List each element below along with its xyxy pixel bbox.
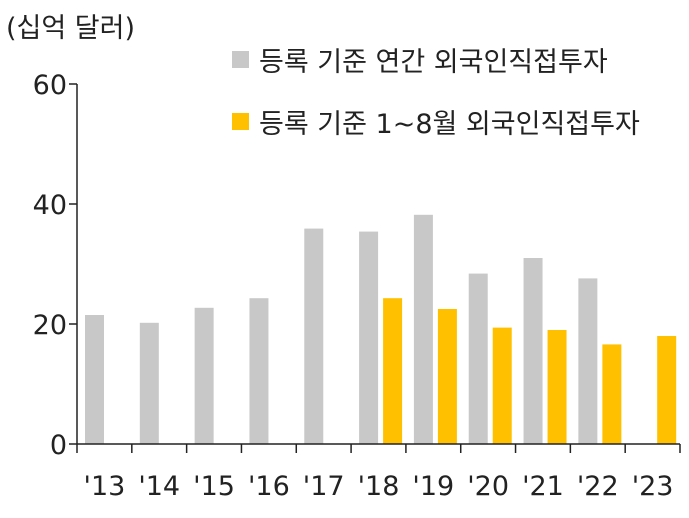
x-tick-label: '21 bbox=[522, 471, 564, 502]
x-tick-label: '17 bbox=[303, 471, 345, 502]
x-tick-label: '22 bbox=[577, 471, 619, 502]
bar-jan-aug bbox=[547, 330, 567, 444]
legend-swatch-jan-aug bbox=[232, 113, 249, 130]
x-tick-label: '19 bbox=[412, 471, 454, 502]
x-tick-label: '14 bbox=[138, 471, 180, 502]
legend-item-annual: 등록 기준 연간 외국인직접투자 bbox=[232, 40, 608, 79]
x-tick-label: '13 bbox=[84, 471, 126, 502]
bar-jan-aug bbox=[437, 309, 457, 444]
bar-annual bbox=[578, 278, 598, 444]
x-tick-label: '15 bbox=[193, 471, 235, 502]
y-tick-label: 40 bbox=[33, 190, 67, 221]
bar-jan-aug bbox=[602, 344, 622, 444]
bar-jan-aug bbox=[492, 327, 512, 444]
bar-annual bbox=[413, 214, 433, 444]
bar-annual bbox=[304, 228, 324, 444]
legend-swatch-annual bbox=[232, 51, 249, 68]
legend-label-jan-aug: 등록 기준 1~8월 외국인직접투자 bbox=[259, 109, 640, 140]
y-tick-label: 60 bbox=[33, 70, 67, 101]
y-tick-label: 20 bbox=[33, 310, 67, 341]
bar-annual bbox=[139, 322, 159, 444]
bar-annual bbox=[523, 258, 543, 444]
bar-jan-aug bbox=[657, 336, 677, 444]
bar-jan-aug bbox=[383, 298, 403, 444]
bar-annual bbox=[359, 231, 379, 444]
bar-annual bbox=[249, 298, 269, 444]
legend-item-jan-aug: 등록 기준 1~8월 외국인직접투자 bbox=[232, 102, 640, 141]
x-tick-label: '20 bbox=[467, 471, 509, 502]
legend-label-annual: 등록 기준 연간 외국인직접투자 bbox=[259, 47, 608, 78]
bar-annual bbox=[85, 315, 104, 444]
y-tick-label: 0 bbox=[50, 430, 67, 461]
unit-label: (십억 달러) bbox=[6, 13, 136, 44]
bar-annual bbox=[194, 307, 214, 444]
x-tick-label: '23 bbox=[632, 471, 674, 502]
x-tick-label: '16 bbox=[248, 471, 290, 502]
bar-annual bbox=[468, 273, 488, 444]
x-tick-label: '18 bbox=[358, 471, 400, 502]
